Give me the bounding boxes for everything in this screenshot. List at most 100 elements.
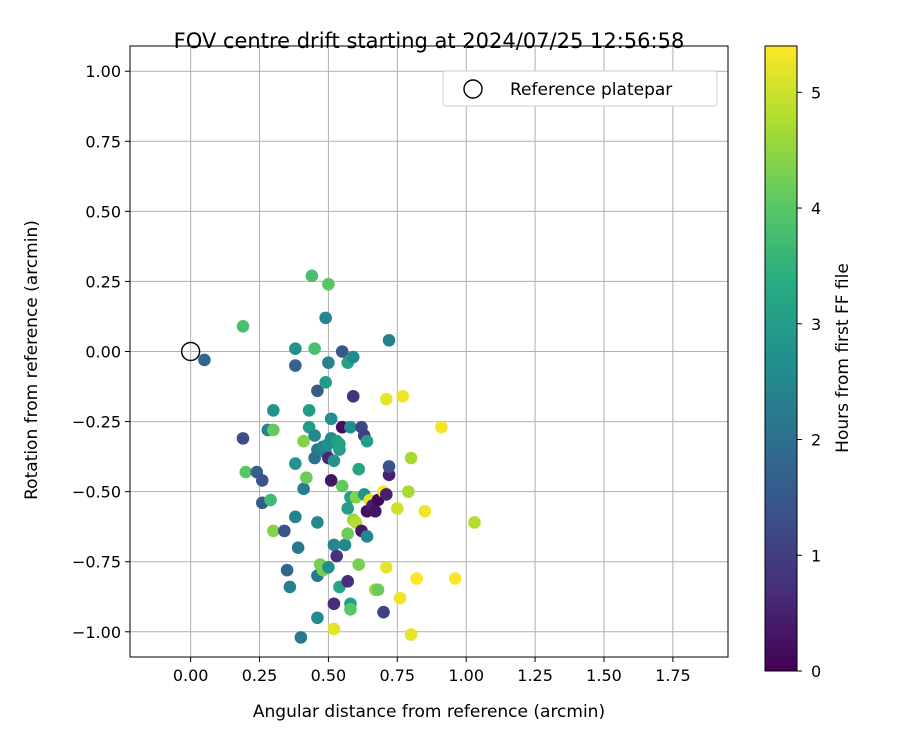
data-point (308, 342, 321, 355)
data-point (346, 350, 360, 364)
data-point (308, 429, 321, 442)
reference-platepar-marker (180, 341, 201, 362)
data-point (352, 558, 366, 571)
data-point (377, 605, 390, 619)
chart-title: FOV centre drift starting at 2024/07/25 … (174, 29, 685, 53)
data-point (324, 412, 338, 426)
data-point (341, 527, 355, 540)
x-tick-label: 1.75 (655, 666, 691, 685)
data-points (198, 269, 481, 644)
colorbar-gradient (764, 45, 798, 672)
data-point (382, 460, 396, 473)
data-point (266, 423, 280, 437)
data-point (327, 454, 341, 468)
y-tick-label: 0.00 (85, 343, 121, 362)
y-tick-label: −1.00 (72, 623, 121, 642)
data-point (404, 451, 418, 465)
data-point (297, 434, 310, 448)
x-tick-label: 1.00 (448, 666, 484, 685)
colorbar-tick-label: 5 (811, 83, 821, 102)
data-point (346, 390, 360, 403)
data-point (289, 359, 302, 372)
data-point (236, 319, 250, 333)
x-tick-label: 0.25 (242, 666, 278, 685)
data-point (289, 510, 302, 524)
colorbar-tick-label: 1 (811, 546, 821, 565)
y-axis-ticks: 1.00 0.75 0.50 0.25 0.00 −0.25 −0.50 −0.75 −1.00 (72, 62, 130, 642)
data-point (379, 392, 393, 406)
data-point (404, 628, 418, 641)
data-point (255, 474, 269, 487)
data-point (294, 631, 308, 644)
data-point (435, 420, 448, 434)
data-point (333, 437, 346, 451)
legend-box (442, 70, 718, 107)
x-tick-label: 1.25 (517, 666, 553, 685)
data-point (448, 572, 462, 585)
x-axis-label: Angular distance from reference (arcmin) (253, 702, 605, 722)
y-tick-label: −0.25 (72, 413, 121, 432)
legend-marker-icon (463, 79, 483, 99)
data-point (344, 420, 357, 434)
data-point (278, 524, 291, 538)
data-point (291, 541, 305, 554)
data-point (341, 575, 355, 588)
x-tick-label: 0.50 (311, 666, 347, 685)
colorbar-label: Hours from first FF file (833, 263, 853, 453)
data-point (402, 485, 415, 498)
data-point (330, 549, 343, 563)
data-point (327, 597, 341, 611)
y-tick-label: 0.25 (85, 272, 121, 291)
legend-entry-reference-platepar: Reference platepar (510, 80, 672, 100)
data-point (319, 311, 332, 325)
data-point (418, 504, 432, 518)
data-point (300, 471, 313, 484)
data-point (297, 482, 310, 496)
data-point (266, 524, 280, 538)
data-point (283, 580, 297, 594)
data-point (322, 277, 335, 291)
y-tick-label: −0.75 (72, 553, 121, 572)
data-point (327, 622, 341, 636)
data-point (371, 583, 385, 597)
data-point (396, 390, 410, 403)
data-point (289, 457, 302, 470)
x-axis-ticks: 0.00 0.25 0.50 0.75 1.00 1.25 1.50 1.75 (173, 657, 691, 685)
colorbar-tick-label: 0 (811, 662, 821, 681)
y-axis-label: Rotation from reference (arcmin) (22, 220, 42, 500)
colorbar-tick-label: 3 (811, 315, 821, 334)
data-point (379, 561, 393, 574)
data-point (335, 345, 349, 358)
x-tick-label: 1.50 (586, 666, 622, 685)
y-tick-label: 0.50 (85, 202, 121, 221)
data-point (280, 563, 294, 577)
x-tick-label: 0.00 (173, 666, 209, 685)
data-point (319, 376, 332, 389)
data-point (341, 502, 355, 515)
data-point (352, 462, 366, 476)
data-point (324, 474, 338, 487)
data-point (393, 591, 407, 605)
data-point (379, 488, 393, 501)
data-point (360, 434, 374, 448)
data-point (311, 384, 324, 398)
data-point (239, 465, 253, 479)
x-tick-label: 0.75 (379, 666, 415, 685)
data-point (305, 269, 319, 283)
data-point (322, 356, 335, 370)
colorbar-tick-label: 2 (811, 431, 821, 450)
data-point (382, 333, 396, 347)
data-point (198, 353, 211, 367)
data-point (302, 404, 316, 417)
data-point (311, 516, 324, 529)
data-point (289, 342, 302, 355)
grid (130, 46, 728, 657)
legend: Reference platepar (442, 70, 718, 107)
data-point (344, 603, 357, 616)
data-point (322, 561, 335, 574)
data-point (236, 432, 250, 445)
colorbar: 0 1 2 3 4 5 Hours from first FF file (764, 45, 853, 681)
data-point (335, 479, 349, 493)
y-tick-label: 1.00 (85, 62, 121, 81)
data-point (264, 493, 277, 507)
